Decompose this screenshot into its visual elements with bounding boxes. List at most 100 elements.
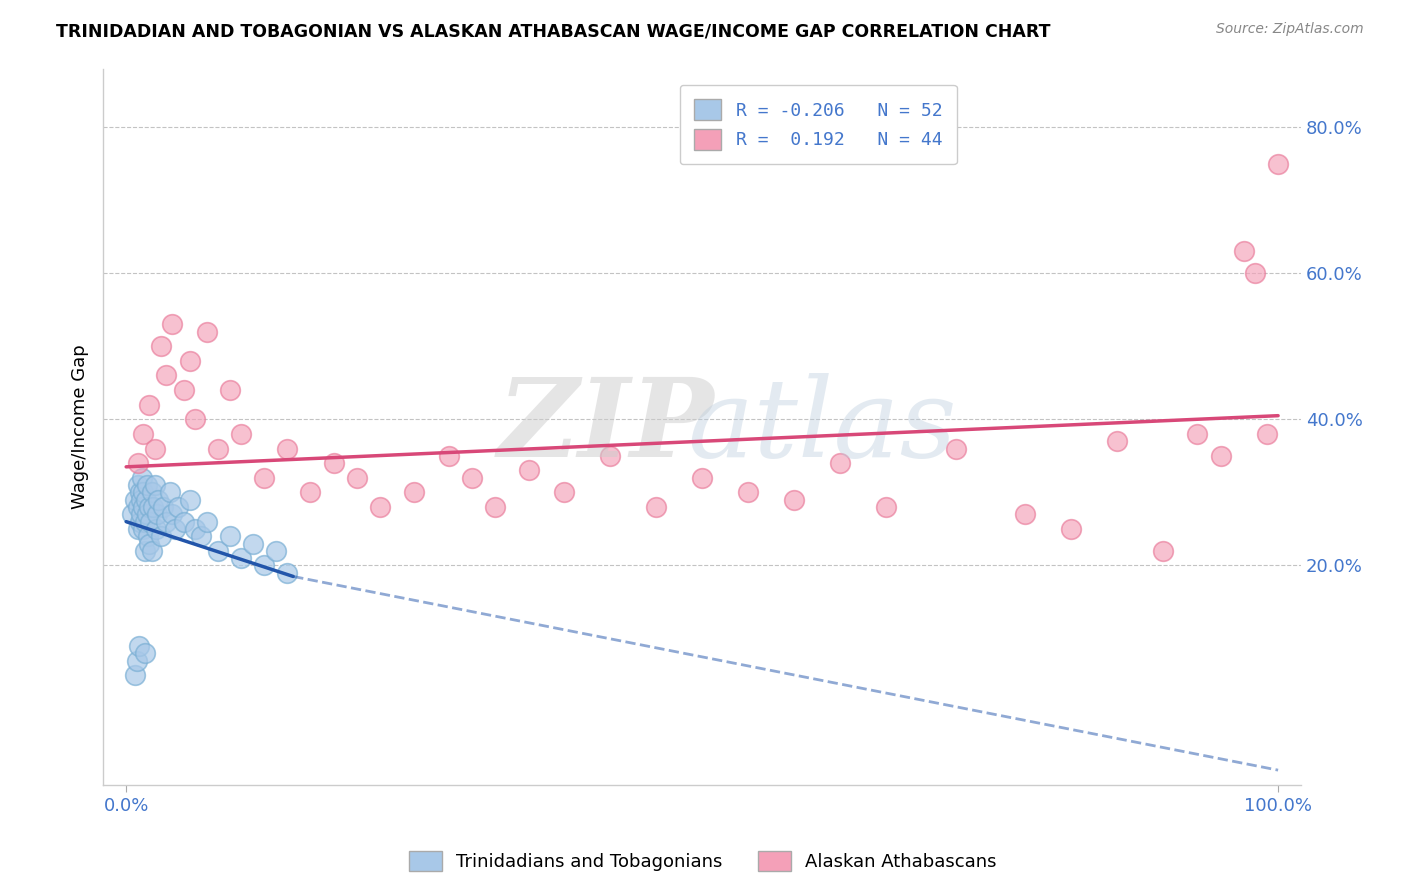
- Point: [129, 515, 152, 529]
- Point: [124, 492, 146, 507]
- Point: [737, 485, 759, 500]
- Point: [368, 500, 391, 514]
- Point: [253, 558, 276, 573]
- Point: [517, 463, 540, 477]
- Point: [132, 500, 155, 514]
- Legend: R = -0.206   N = 52, R =  0.192   N = 44: R = -0.206 N = 52, R = 0.192 N = 44: [679, 85, 956, 164]
- Point: [135, 508, 157, 522]
- Point: [155, 515, 177, 529]
- Point: [404, 485, 426, 500]
- Point: [945, 442, 967, 456]
- Point: [141, 544, 163, 558]
- Point: [139, 515, 162, 529]
- Point: [131, 471, 153, 485]
- Point: [1209, 449, 1232, 463]
- Point: [1267, 156, 1289, 170]
- Point: [134, 646, 156, 660]
- Point: [437, 449, 460, 463]
- Point: [132, 485, 155, 500]
- Point: [142, 500, 165, 514]
- Point: [218, 383, 240, 397]
- Point: [145, 522, 167, 536]
- Text: TRINIDADIAN AND TOBAGONIAN VS ALASKAN ATHABASCAN WAGE/INCOME GAP CORRELATION CHA: TRINIDADIAN AND TOBAGONIAN VS ALASKAN AT…: [56, 22, 1050, 40]
- Point: [1105, 434, 1128, 449]
- Point: [599, 449, 621, 463]
- Point: [1014, 508, 1036, 522]
- Point: [253, 471, 276, 485]
- Point: [461, 471, 484, 485]
- Point: [141, 485, 163, 500]
- Point: [207, 442, 229, 456]
- Point: [143, 442, 166, 456]
- Point: [190, 529, 212, 543]
- Point: [1152, 544, 1174, 558]
- Point: [162, 508, 184, 522]
- Point: [136, 529, 159, 543]
- Point: [127, 456, 149, 470]
- Point: [553, 485, 575, 500]
- Point: [830, 456, 852, 470]
- Point: [645, 500, 668, 514]
- Point: [218, 529, 240, 543]
- Point: [152, 500, 174, 514]
- Point: [179, 492, 201, 507]
- Point: [264, 544, 287, 558]
- Point: [207, 544, 229, 558]
- Point: [783, 492, 806, 507]
- Point: [129, 485, 152, 500]
- Point: [1256, 426, 1278, 441]
- Point: [127, 500, 149, 514]
- Point: [162, 318, 184, 332]
- Point: [128, 639, 150, 653]
- Point: [179, 354, 201, 368]
- Point: [134, 544, 156, 558]
- Point: [134, 515, 156, 529]
- Point: [132, 522, 155, 536]
- Point: [138, 500, 160, 514]
- Point: [231, 551, 253, 566]
- Point: [1232, 244, 1254, 259]
- Point: [173, 383, 195, 397]
- Point: [132, 426, 155, 441]
- Point: [138, 536, 160, 550]
- Point: [242, 536, 264, 550]
- Point: [167, 500, 190, 514]
- Point: [129, 492, 152, 507]
- Text: Source: ZipAtlas.com: Source: ZipAtlas.com: [1216, 22, 1364, 37]
- Point: [184, 412, 207, 426]
- Point: [276, 566, 298, 580]
- Point: [155, 368, 177, 383]
- Point: [127, 522, 149, 536]
- Point: [484, 500, 506, 514]
- Point: [138, 398, 160, 412]
- Text: atlas: atlas: [688, 373, 956, 481]
- Point: [129, 508, 152, 522]
- Point: [184, 522, 207, 536]
- Point: [346, 471, 368, 485]
- Point: [1244, 266, 1267, 280]
- Y-axis label: Wage/Income Gap: Wage/Income Gap: [72, 344, 89, 509]
- Point: [875, 500, 897, 514]
- Point: [125, 653, 148, 667]
- Point: [124, 668, 146, 682]
- Point: [1060, 522, 1083, 536]
- Point: [149, 339, 172, 353]
- Point: [231, 426, 253, 441]
- Point: [276, 442, 298, 456]
- Point: [195, 515, 218, 529]
- Point: [121, 508, 143, 522]
- Point: [135, 492, 157, 507]
- Point: [146, 508, 169, 522]
- Point: [299, 485, 322, 500]
- Point: [195, 325, 218, 339]
- Point: [690, 471, 713, 485]
- Legend: Trinidadians and Tobagonians, Alaskan Athabascans: Trinidadians and Tobagonians, Alaskan At…: [402, 844, 1004, 879]
- Text: ZIP: ZIP: [498, 373, 714, 481]
- Point: [149, 529, 172, 543]
- Point: [163, 522, 186, 536]
- Point: [143, 478, 166, 492]
- Point: [135, 478, 157, 492]
- Point: [322, 456, 344, 470]
- Point: [127, 478, 149, 492]
- Point: [148, 492, 170, 507]
